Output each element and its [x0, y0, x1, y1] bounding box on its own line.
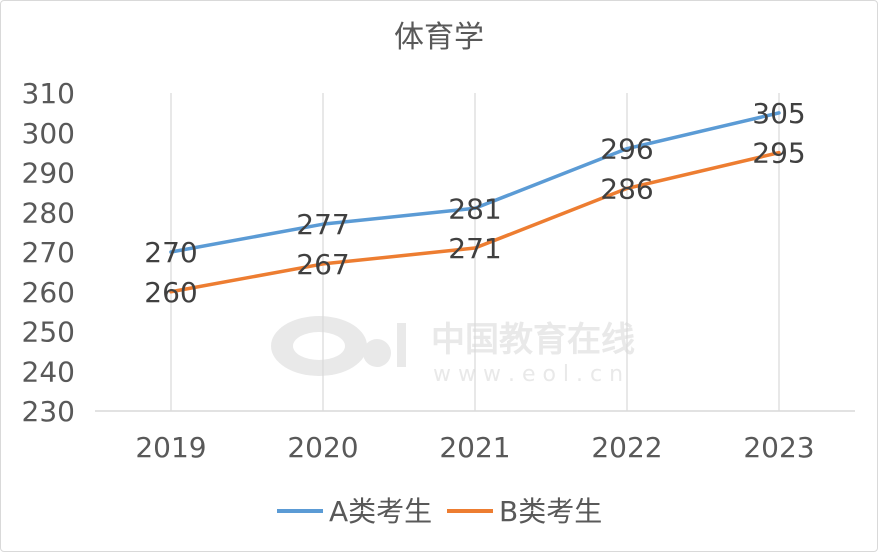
data-label-s2-2022: 286 [600, 172, 653, 205]
watermark-logo-dot [363, 339, 391, 367]
x-tick-label-2020: 2020 [287, 431, 358, 464]
x-tick-label-2019: 2019 [135, 431, 206, 464]
y-tick-label-250: 250 [22, 316, 75, 349]
y-tick-label-230: 230 [22, 395, 75, 428]
x-tick-label-2022: 2022 [591, 431, 662, 464]
data-label-s1-2023: 305 [752, 97, 805, 130]
watermark: 中国教育在线 w w w . e o l . c n [271, 316, 635, 387]
data-label-s2-2023: 295 [752, 137, 805, 170]
y-tick-label-300: 300 [22, 117, 75, 150]
y-tick-label-270: 270 [22, 236, 75, 269]
data-label-s1-2021: 281 [448, 192, 501, 225]
watermark-logo-l [397, 323, 406, 367]
legend: A类考生 B类考生 [277, 495, 602, 528]
series-line-1 [169, 111, 781, 254]
data-label-s2-2020: 267 [296, 248, 349, 281]
series-line-2 [169, 150, 781, 294]
legend-label-1: A类考生 [329, 495, 432, 528]
x-tick-label-2023: 2023 [743, 431, 814, 464]
data-label-s2-2019: 260 [144, 276, 197, 309]
watermark-logo-o [293, 332, 345, 360]
data-label-s2-2021: 271 [448, 232, 501, 265]
y-tick-label-290: 290 [22, 157, 75, 190]
chart-title: 体育学 [394, 20, 484, 55]
y-tick-label-240: 240 [22, 355, 75, 388]
series-lines [169, 111, 781, 294]
y-tick-label-260: 260 [22, 276, 75, 309]
legend-label-2: B类考生 [499, 495, 602, 528]
data-labels: 270 277 281 296 305 260 267 271 286 295 [144, 97, 805, 309]
y-tick-label-280: 280 [22, 196, 75, 229]
data-label-s1-2022: 296 [600, 133, 653, 166]
watermark-url: w w w . e o l . c n [433, 362, 623, 387]
x-axis-ticks: 2019 2020 2021 2022 2023 [135, 431, 814, 464]
y-axis-ticks: 230 240 250 260 270 280 290 300 310 [22, 77, 75, 428]
y-tick-label-310: 310 [22, 77, 75, 110]
x-tick-label-2021: 2021 [439, 431, 510, 464]
watermark-brand: 中国教育在线 [431, 320, 635, 360]
data-label-s1-2020: 277 [296, 208, 349, 241]
data-label-s1-2019: 270 [144, 236, 197, 269]
